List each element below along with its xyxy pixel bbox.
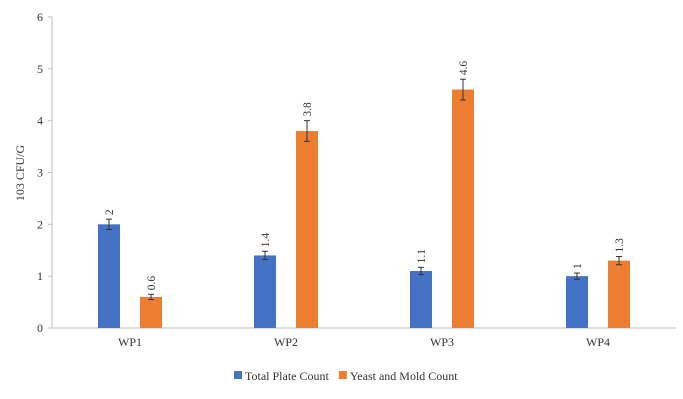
data-label: 0.6 [146, 276, 158, 291]
y-tick-label: 3 [37, 166, 43, 180]
error-bar [460, 78, 466, 101]
y-tick-label: 6 [37, 10, 43, 24]
legend: Total Plate Count Yeast and Mold Count [234, 369, 458, 383]
bar-yeast-and-mold-count-wp3 [452, 89, 474, 328]
data-label: 1.3 [614, 238, 626, 253]
error-bar [616, 255, 622, 266]
bar-total-plate-count-wp1 [98, 224, 120, 328]
error-bar [574, 272, 580, 280]
data-label: 4.6 [458, 61, 470, 76]
data-label: 1.1 [416, 249, 428, 264]
error-bar [304, 120, 310, 142]
bars [98, 89, 630, 328]
legend-swatch [234, 371, 242, 379]
y-tick-label: 2 [37, 217, 43, 231]
error-bar [262, 250, 268, 261]
data-label: 3.8 [302, 102, 314, 117]
legend-swatch [338, 371, 347, 379]
x-tick-label: WP1 [118, 335, 142, 349]
y-tick-label: 4 [37, 114, 43, 128]
x-tick-label: WP2 [274, 335, 298, 349]
error-bar [148, 293, 154, 300]
y-axis-title: 103 CFU/G [13, 144, 27, 201]
x-tick-label: WP4 [586, 335, 610, 349]
legend-label: Total Plate Count [245, 369, 329, 383]
data-label: 1.4 [260, 233, 272, 248]
data-label: 1 [572, 263, 584, 269]
bar-total-plate-count-wp3 [410, 270, 432, 328]
bar-yeast-and-mold-count-wp2 [296, 131, 318, 328]
legend-label: Yeast and Mold Count [350, 369, 458, 383]
y-axis-ticks: 0 1 2 3 4 5 6 [37, 10, 52, 335]
x-axis-labels: WP1 WP2 WP3 WP4 [118, 335, 610, 349]
bar-yeast-and-mold-count-wp4 [608, 260, 630, 328]
data-label: 2 [104, 209, 116, 215]
error-bar [418, 266, 424, 276]
bar-yeast-and-mold-count-wp1 [140, 296, 162, 328]
data-labels: 2 0.6 1.4 3.8 1.1 4.6 1 1.3 [104, 61, 626, 291]
error-bar [106, 218, 112, 231]
y-tick-label: 5 [37, 62, 43, 76]
error-bars [106, 78, 622, 300]
y-tick-label: 0 [37, 321, 43, 335]
x-tick-label: WP3 [430, 335, 454, 349]
bar-total-plate-count-wp2 [254, 255, 276, 328]
y-tick-label: 1 [37, 269, 43, 283]
bar-total-plate-count-wp4 [566, 276, 588, 328]
